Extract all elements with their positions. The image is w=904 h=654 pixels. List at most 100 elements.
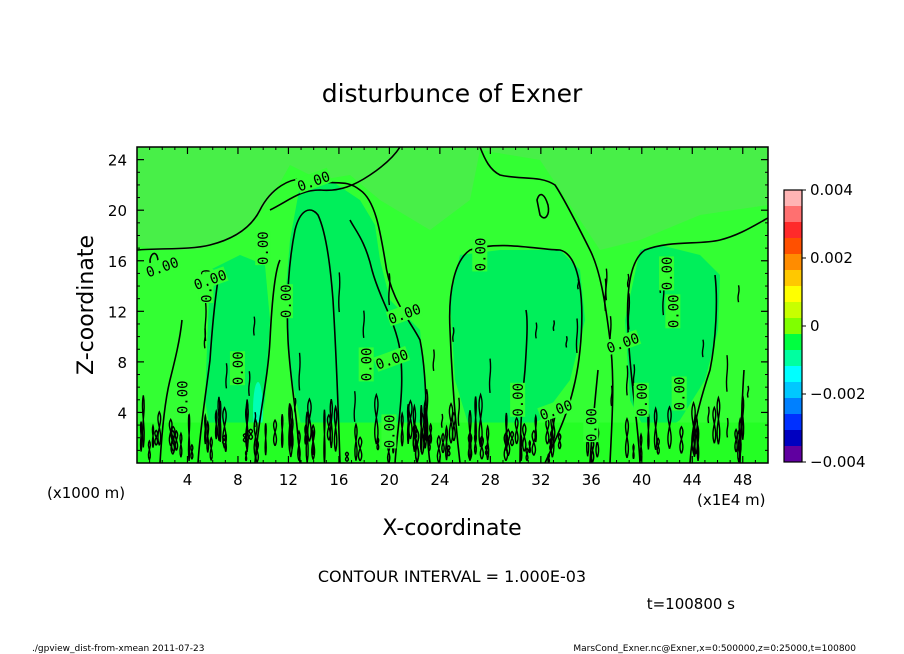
contour-noise-line	[550, 429, 553, 447]
x-axis: 4 8 12 16 20 24 28 32 36 40 44 48	[149, 147, 756, 489]
contour-noise-line	[252, 316, 256, 336]
contour-label: 0.00	[671, 376, 689, 411]
contour-label-bg	[472, 237, 488, 272]
contour-label: 0.00	[510, 382, 527, 417]
contour-noise-line	[707, 406, 710, 424]
x-tick-label: 24	[430, 471, 449, 489]
x-tick-label: 12	[279, 471, 298, 489]
x-tick-label: 28	[481, 471, 500, 489]
contour-noise-line	[738, 416, 742, 455]
contour-noise-line	[441, 432, 445, 454]
contour-label-bg	[277, 284, 293, 319]
time-stamp: t=100800 s	[647, 595, 735, 613]
contour-noise-line	[576, 278, 580, 290]
contour-noise-line	[406, 404, 410, 444]
y-tick-label: 4	[117, 404, 127, 422]
x-axis-label: X-coordinate	[382, 516, 521, 541]
contour-noise-line	[504, 412, 508, 451]
contour-noise-line	[457, 397, 461, 426]
contour-label-bg	[294, 167, 333, 194]
contour-noise-line	[305, 411, 309, 463]
contour-noise-line	[632, 364, 636, 387]
contour-noise-line	[534, 413, 538, 443]
contour-noise-line	[552, 320, 556, 332]
contour-noise-line	[440, 413, 444, 428]
contour-noise-line	[225, 363, 228, 389]
colorbar-segment	[784, 382, 802, 399]
colorbar-segment	[784, 270, 802, 287]
contour-noise-line	[222, 434, 227, 445]
contour-label-text: 0.00	[360, 348, 376, 382]
x-tick-label: 44	[683, 471, 702, 489]
y-tick-label: 8	[117, 354, 127, 372]
contour-noise-line	[522, 422, 527, 452]
contour-label-text: 0.00	[511, 383, 527, 417]
contour-noise-line	[485, 424, 490, 461]
contour-noise-line	[726, 417, 729, 438]
contour-label: 0.00	[229, 351, 247, 386]
contour-label: 0.00	[358, 347, 376, 382]
contour-noise-line	[528, 439, 532, 454]
contour-noise-line	[647, 413, 650, 450]
contour-noise-line	[357, 436, 363, 462]
contour-label-bg	[358, 347, 374, 382]
colorbar-tick-label: −0.002	[810, 385, 866, 403]
contour-label-bg	[510, 382, 526, 417]
contour-noise-line	[701, 339, 705, 358]
colorbar-segment	[784, 446, 802, 463]
contour-line	[448, 244, 583, 463]
contour-noise	[139, 268, 750, 463]
contour-noise-line	[157, 410, 162, 446]
contour-noise-line	[139, 421, 143, 452]
contour-label-bg	[143, 253, 181, 280]
contour-noise-line	[170, 429, 176, 455]
contour-label-text: 0.00	[473, 238, 489, 272]
colorbar: 0.004 0.002 0 −0.002 −0.004	[783, 181, 866, 471]
colorbar-segment	[784, 414, 802, 431]
contour-label: 0.00	[472, 237, 489, 272]
y-tick-label: 12	[108, 303, 127, 321]
contour-label-bg	[665, 294, 681, 329]
contour-noise-line	[741, 395, 745, 440]
colorbar-tick-label: 0.002	[810, 249, 853, 267]
contour-line	[254, 259, 281, 463]
contour-noise-line	[712, 405, 717, 444]
contour-noise-line	[400, 411, 404, 447]
contour-noise-line	[525, 447, 529, 462]
chart-title: disturbunce of Exner	[322, 79, 583, 108]
contour-noise-line	[388, 273, 391, 306]
contour-label-bg	[191, 266, 229, 293]
contour-noise-line	[667, 405, 672, 449]
contour-noise-line	[362, 310, 366, 338]
y-tick-label: 20	[108, 202, 127, 220]
contour-line	[159, 319, 183, 463]
contour-noise-line	[337, 272, 341, 313]
contour-noise-line	[203, 412, 207, 445]
contour-noise-line	[444, 424, 449, 461]
contour-label: 0.00	[381, 414, 398, 449]
contour-noise-line	[209, 436, 213, 461]
contour-noise-line	[432, 349, 435, 371]
contour-noise-line	[376, 436, 380, 451]
contour-label: 0.00	[633, 382, 651, 417]
colorbar-segment	[784, 302, 802, 319]
contour-label-text: 0.00	[635, 383, 651, 417]
contour-label: 0.00	[277, 284, 295, 319]
colorbar-segment	[784, 318, 802, 335]
contour-noise-line	[514, 416, 519, 445]
contour-label-text: 0.00	[279, 284, 295, 318]
contour-noise-line	[557, 432, 562, 450]
contour-label-bg	[381, 414, 397, 449]
contour-noise-line	[488, 358, 492, 393]
contour-noise-line	[575, 318, 579, 354]
contour-noise-line	[304, 424, 307, 445]
contour-noise-line	[429, 422, 433, 444]
contour-noise-line	[288, 404, 293, 458]
footer-right: MarsCond_Exner.nc@Exner,x=0:500000,z=0:2…	[573, 644, 856, 654]
contour-line	[536, 193, 550, 219]
contour-noise-line	[679, 425, 684, 454]
x-tick-label: 16	[329, 471, 348, 489]
contour-noise-line	[374, 392, 379, 445]
y-axis: 4 8 12 16 20 24	[108, 152, 768, 451]
y-tick-label: 24	[108, 152, 127, 170]
